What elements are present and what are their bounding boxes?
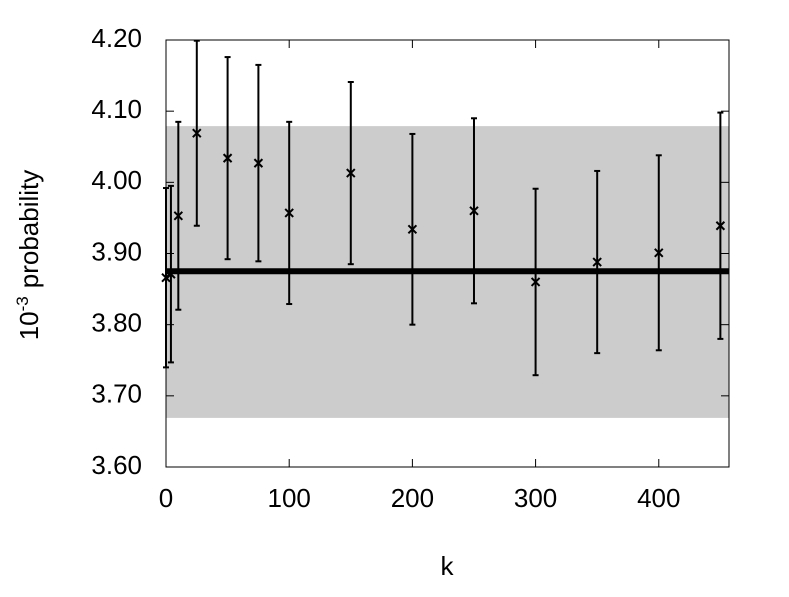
marker — [346, 168, 356, 178]
y-tick-label: 4.20 — [91, 23, 142, 53]
marker — [715, 221, 726, 231]
marker — [592, 257, 602, 267]
y-label-text: probability — [14, 170, 44, 289]
marker — [253, 158, 264, 168]
x-axis-label: k — [441, 551, 455, 581]
marker — [166, 269, 176, 279]
marker — [654, 248, 664, 258]
marker — [173, 211, 184, 221]
y-tick-label: 3.60 — [91, 450, 142, 480]
marker — [469, 206, 479, 216]
marker — [530, 277, 541, 287]
x-tick-label: 300 — [514, 483, 557, 513]
y-tick-label: 3.70 — [91, 379, 142, 409]
marker — [284, 208, 294, 218]
y-label-exponent: -3 — [13, 296, 32, 311]
y-tick-label: 3.90 — [91, 236, 142, 266]
y-label-base: 10 — [14, 311, 44, 340]
marker — [407, 224, 418, 235]
x-tick-label: 400 — [637, 483, 680, 513]
marker — [222, 153, 233, 163]
y-tick-label: 4.10 — [91, 94, 142, 124]
marker — [192, 128, 202, 138]
x-tick-label: 200 — [391, 483, 434, 513]
y-axis-label: 10-3 probability — [13, 170, 44, 341]
y-tick-label: 4.00 — [91, 165, 142, 195]
x-tick-label: 0 — [159, 483, 173, 513]
x-tick-label: 100 — [267, 483, 310, 513]
y-tick-label: 3.80 — [91, 308, 142, 338]
